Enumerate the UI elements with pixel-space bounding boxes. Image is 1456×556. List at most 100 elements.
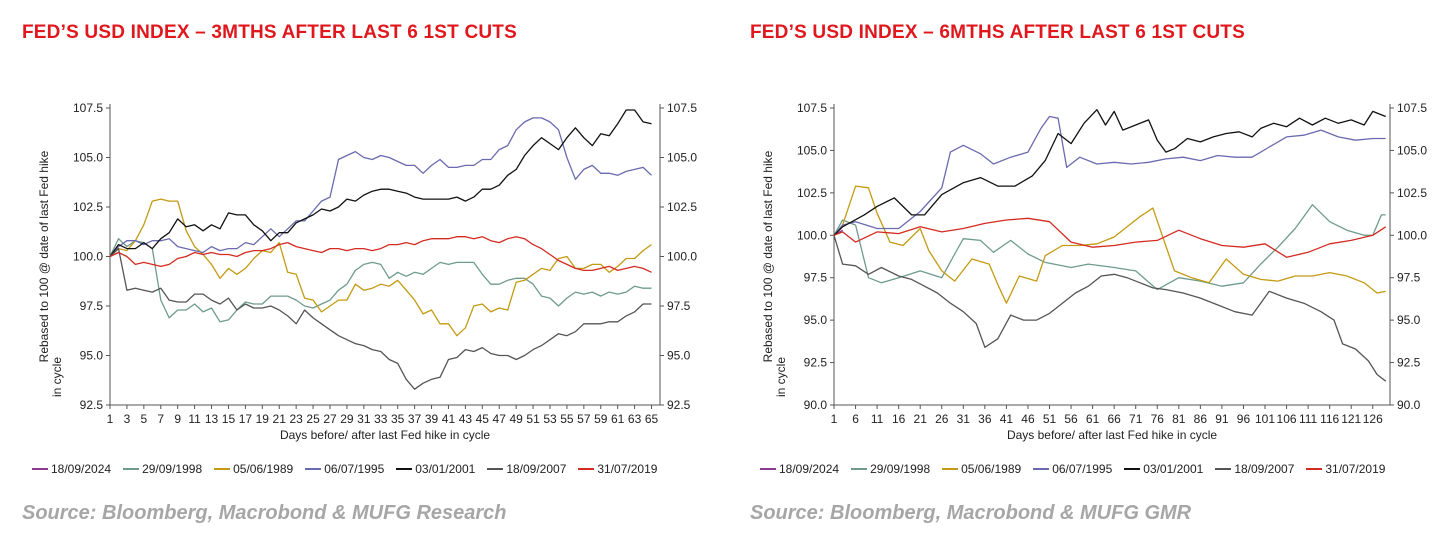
series-line-18-09-2007 <box>833 235 1387 382</box>
x-tick-label: 71 <box>1129 412 1143 426</box>
y-tick-label-right: 102.5 <box>667 200 697 214</box>
x-tick-label: 17 <box>239 412 253 426</box>
legend-label: 31/07/2019 <box>1325 462 1386 476</box>
legend-label: 18/09/2024 <box>779 462 840 476</box>
source-note: Source: Bloomberg, Macrobond & MUFG GMR <box>750 502 1192 524</box>
x-tick-label: 101 <box>1255 412 1275 426</box>
legend-swatch <box>578 468 595 470</box>
x-tick-label: 13 <box>205 412 219 426</box>
y-axis-label-line: in cycle <box>50 357 64 397</box>
legend-label: 06/07/1995 <box>324 462 385 476</box>
x-tick-label: 1 <box>831 412 838 426</box>
legend-item: 29/09/1998 <box>851 462 930 476</box>
legend-swatch <box>396 468 413 470</box>
legend-item: 18/09/2007 <box>487 462 566 476</box>
y-tick-label-right: 107.5 <box>1397 101 1427 115</box>
x-tick-label: 11 <box>188 412 201 426</box>
x-tick-label: 76 <box>1151 412 1165 426</box>
chart-panel-right: FED’S USD INDEX – 6MTHS AFTER LAST 6 1ST… <box>728 0 1456 556</box>
x-tick-label: 61 <box>1086 412 1100 426</box>
chart-title: FED’S USD INDEX – 6MTHS AFTER LAST 6 1ST… <box>750 22 1245 43</box>
x-tick-label: 46 <box>1021 412 1035 426</box>
x-tick-label: 63 <box>628 412 642 426</box>
legend-label: 03/01/2001 <box>415 462 476 476</box>
series-line-05-06-1989 <box>833 185 1386 304</box>
x-tick-label: 5 <box>141 412 148 426</box>
y-tick-label-right: 95.0 <box>1397 313 1421 327</box>
y-axis-label: Rebased to 100 @ date of last Fed hikein… <box>761 150 788 397</box>
y-axis-label-line: Rebased to 100 @ date of last Fed hike <box>37 150 51 362</box>
x-tick-label: 33 <box>374 412 388 426</box>
y-tick-label-left: 107.5 <box>73 101 103 115</box>
x-tick-label: 15 <box>222 412 236 426</box>
x-tick-label: 21 <box>914 412 928 426</box>
legend-swatch <box>1124 468 1141 470</box>
y-axis-label-line: Rebased to 100 @ date of last Fed hike <box>761 150 775 362</box>
y-tick-label-right: 90.0 <box>1397 398 1421 412</box>
x-tick-label: 53 <box>543 412 557 426</box>
y-tick-label-left: 100.0 <box>73 250 103 264</box>
legend-item: 03/01/2001 <box>396 462 475 476</box>
legend-swatch <box>851 468 868 470</box>
source-note: Source: Bloomberg, Macrobond & MUFG Rese… <box>22 502 507 524</box>
legend-swatch <box>305 468 322 470</box>
x-tick-label: 1 <box>107 412 114 426</box>
x-tick-label: 96 <box>1237 412 1251 426</box>
x-tick-label: 11 <box>871 412 884 426</box>
x-tick-label: 6 <box>852 412 859 426</box>
chart-legend: 18/09/2024 29/09/1998 05/06/1989 06/07/1995… <box>32 462 669 476</box>
x-tick-label: 61 <box>611 412 625 426</box>
x-tick-label: 43 <box>459 412 473 426</box>
y-tick-label-left: 97.5 <box>80 299 104 313</box>
y-tick-label-right: 92.5 <box>1397 356 1421 370</box>
y-tick-label-right: 100.0 <box>1397 228 1427 242</box>
x-tick-label: 19 <box>256 412 270 426</box>
x-tick-label: 27 <box>323 412 337 426</box>
x-tick-label: 121 <box>1341 412 1361 426</box>
chart-panel-left: FED’S USD INDEX – 3MTHS AFTER LAST 6 1ST… <box>22 22 697 524</box>
x-tick-label: 39 <box>425 412 439 426</box>
legend-item: 06/07/1995 <box>1033 462 1112 476</box>
legend-item: 31/07/2019 <box>1306 462 1385 476</box>
legend-swatch <box>1033 468 1050 470</box>
legend-label: 18/09/2007 <box>1234 462 1295 476</box>
x-tick-label: 31 <box>357 412 371 426</box>
legend-label: 31/07/2019 <box>597 462 658 476</box>
x-tick-label: 91 <box>1215 412 1229 426</box>
y-tick-label-right: 100.0 <box>667 250 697 264</box>
y-tick-label-left: 97.5 <box>804 271 828 285</box>
y-tick-label-left: 105.0 <box>797 143 827 157</box>
y-tick-label-left: 102.5 <box>797 186 827 200</box>
y-tick-label-right: 105.0 <box>667 151 697 165</box>
x-tick-label: 126 <box>1363 412 1383 426</box>
x-tick-label: 36 <box>978 412 992 426</box>
legend-item: 18/09/2007 <box>1215 462 1294 476</box>
x-axis-label: Days before/ after last Fed hike in cycl… <box>280 428 490 442</box>
x-tick-label: 86 <box>1194 412 1208 426</box>
legend-swatch <box>487 468 504 470</box>
y-tick-label-right: 97.5 <box>1397 271 1421 285</box>
y-tick-label-right: 102.5 <box>1397 186 1427 200</box>
x-tick-label: 81 <box>1172 412 1186 426</box>
y-tick-label-right: 97.5 <box>667 299 691 313</box>
y-tick-label-left: 92.5 <box>80 398 104 412</box>
y-tick-label-left: 95.0 <box>80 349 104 363</box>
series-line-29-09-1998 <box>833 204 1386 291</box>
x-tick-label: 41 <box>1000 412 1014 426</box>
legend-label: 06/07/1995 <box>1052 462 1113 476</box>
series-line-31-07-2019 <box>833 217 1387 258</box>
x-axis-label: Days before/ after last Fed hike in cycl… <box>1007 428 1217 442</box>
legend-swatch <box>123 468 140 470</box>
y-tick-label-left: 90.0 <box>804 398 828 412</box>
legend-label: 05/06/1989 <box>233 462 294 476</box>
x-tick-label: 25 <box>306 412 320 426</box>
legend-item: 05/06/1989 <box>214 462 293 476</box>
x-tick-label: 51 <box>526 412 540 426</box>
series-line-05-06-1989 <box>109 198 652 337</box>
legend-label: 18/09/2024 <box>51 462 112 476</box>
x-tick-label: 23 <box>289 412 303 426</box>
legend-item: 03/01/2001 <box>1124 462 1203 476</box>
legend-label: 03/01/2001 <box>1143 462 1204 476</box>
y-tick-label-right: 95.0 <box>667 349 691 363</box>
x-tick-label: 41 <box>442 412 456 426</box>
